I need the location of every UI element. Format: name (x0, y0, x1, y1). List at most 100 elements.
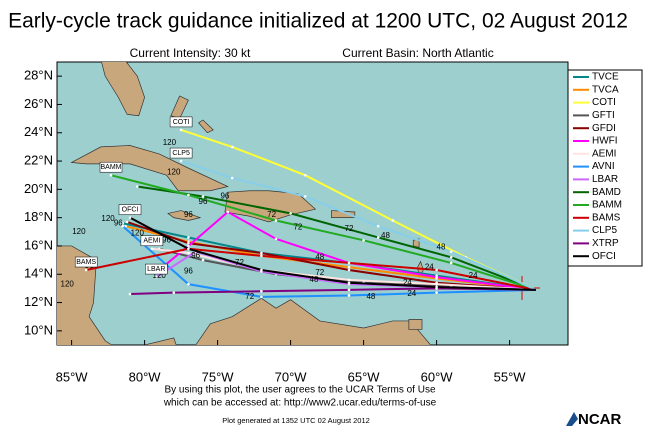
track-point (347, 265, 351, 269)
chart-title: Early-cycle track guidance initialized a… (8, 10, 628, 33)
legend-label: CLP5 (592, 225, 617, 236)
y-tick-label: 14°N (24, 266, 53, 281)
track-point (121, 222, 124, 225)
hour-label: 48 (381, 231, 390, 240)
hour-label: 96 (220, 192, 229, 201)
track-point (260, 289, 263, 293)
track-point (84, 268, 88, 272)
y-tick-label: 18°N (24, 209, 53, 224)
hour-label: 96 (191, 251, 200, 260)
track (129, 287, 536, 296)
track-label: COTI (173, 119, 190, 126)
legend-label: BAMD (592, 187, 621, 198)
hour-label: 72 (267, 210, 276, 219)
legend-label: LBAR (592, 174, 618, 185)
track (122, 222, 537, 291)
track-point (136, 185, 139, 188)
track-point (303, 195, 307, 198)
disclaimer: which can be accessed at: http://www2.uc… (163, 398, 437, 409)
hour-label: 72 (293, 223, 302, 232)
track-point (154, 275, 158, 279)
track-point (179, 128, 183, 132)
ocean (56, 61, 569, 346)
track-point (230, 176, 234, 180)
x-tick-label: 70°W (275, 369, 308, 384)
hour-label: 72 (345, 224, 354, 233)
track-label-box (118, 204, 142, 215)
track-point (128, 292, 132, 296)
track-point (172, 291, 176, 294)
track-point (260, 295, 263, 299)
hour-label: 96 (184, 210, 193, 219)
track-point (187, 282, 190, 286)
track-label-box (74, 256, 98, 268)
track-label-box (169, 116, 193, 128)
track-point (230, 145, 234, 149)
track-point (201, 195, 205, 198)
hour-label: 48 (366, 292, 375, 301)
hour-label: 72 (315, 268, 324, 277)
x-tick-label: 60°W (421, 369, 454, 384)
track-point (347, 281, 351, 285)
legend-label: AVNI (592, 161, 615, 172)
track-point (435, 291, 438, 294)
hour-label: 120 (72, 227, 86, 236)
track-point (347, 288, 351, 292)
track-point (179, 159, 183, 163)
disclaimer: By using this plot, the user agrees to t… (164, 385, 435, 396)
subtitle: Current Intensity: 30 kt (130, 46, 251, 60)
track (85, 247, 537, 291)
track-point (121, 224, 124, 228)
track-point (391, 219, 395, 222)
track-point (128, 216, 132, 219)
track-label-box (99, 161, 123, 173)
legend-label: TVCA (592, 84, 619, 95)
hour-label: 96 (184, 267, 193, 276)
track-label: AEMI (143, 238, 160, 245)
track-point (187, 244, 190, 248)
y-tick-label: 22°N (24, 152, 53, 167)
legend-label: COTI (592, 97, 616, 108)
y-tick-label: 26°N (24, 96, 53, 111)
track (126, 220, 536, 291)
track (180, 160, 537, 291)
x-tick-label: 80°W (129, 369, 162, 384)
y-tick-label: 12°N (24, 294, 53, 309)
hour-label: 72 (245, 292, 254, 301)
track-point (187, 247, 190, 251)
track-label-box (140, 235, 164, 247)
legend-label: GFDI (592, 123, 616, 134)
hour-label: 120 (163, 138, 177, 147)
legend-label: GFTI (592, 110, 615, 121)
hour-label: 96 (199, 197, 208, 206)
logo: NCAR (566, 411, 621, 428)
x-tick-label: 75°W (202, 369, 235, 384)
track-label-box (169, 147, 193, 159)
hour-label: 120 (167, 167, 181, 176)
track-point (124, 224, 127, 228)
legend-label: AEMI (592, 148, 616, 159)
track-point (260, 268, 263, 272)
hour-label: 96 (162, 235, 171, 244)
track-point (376, 236, 380, 239)
track-point (347, 261, 351, 265)
track-label-box (145, 263, 168, 275)
track-label: BAMM (101, 164, 122, 171)
track-point (187, 241, 190, 245)
hour-label: 24 (403, 278, 412, 287)
track (129, 216, 536, 291)
y-tick-label: 20°N (24, 181, 53, 196)
legend-label: TVCE (592, 72, 619, 83)
track-point (201, 258, 205, 262)
track (151, 247, 536, 291)
track-point (376, 224, 380, 228)
track-point (435, 282, 438, 286)
legend-label: OFCI (592, 251, 616, 262)
y-tick-label: 10°N (24, 322, 53, 337)
track (110, 174, 537, 291)
track-point (362, 238, 365, 242)
track-point (187, 251, 190, 255)
track-point (347, 268, 351, 272)
track-point (150, 247, 154, 251)
